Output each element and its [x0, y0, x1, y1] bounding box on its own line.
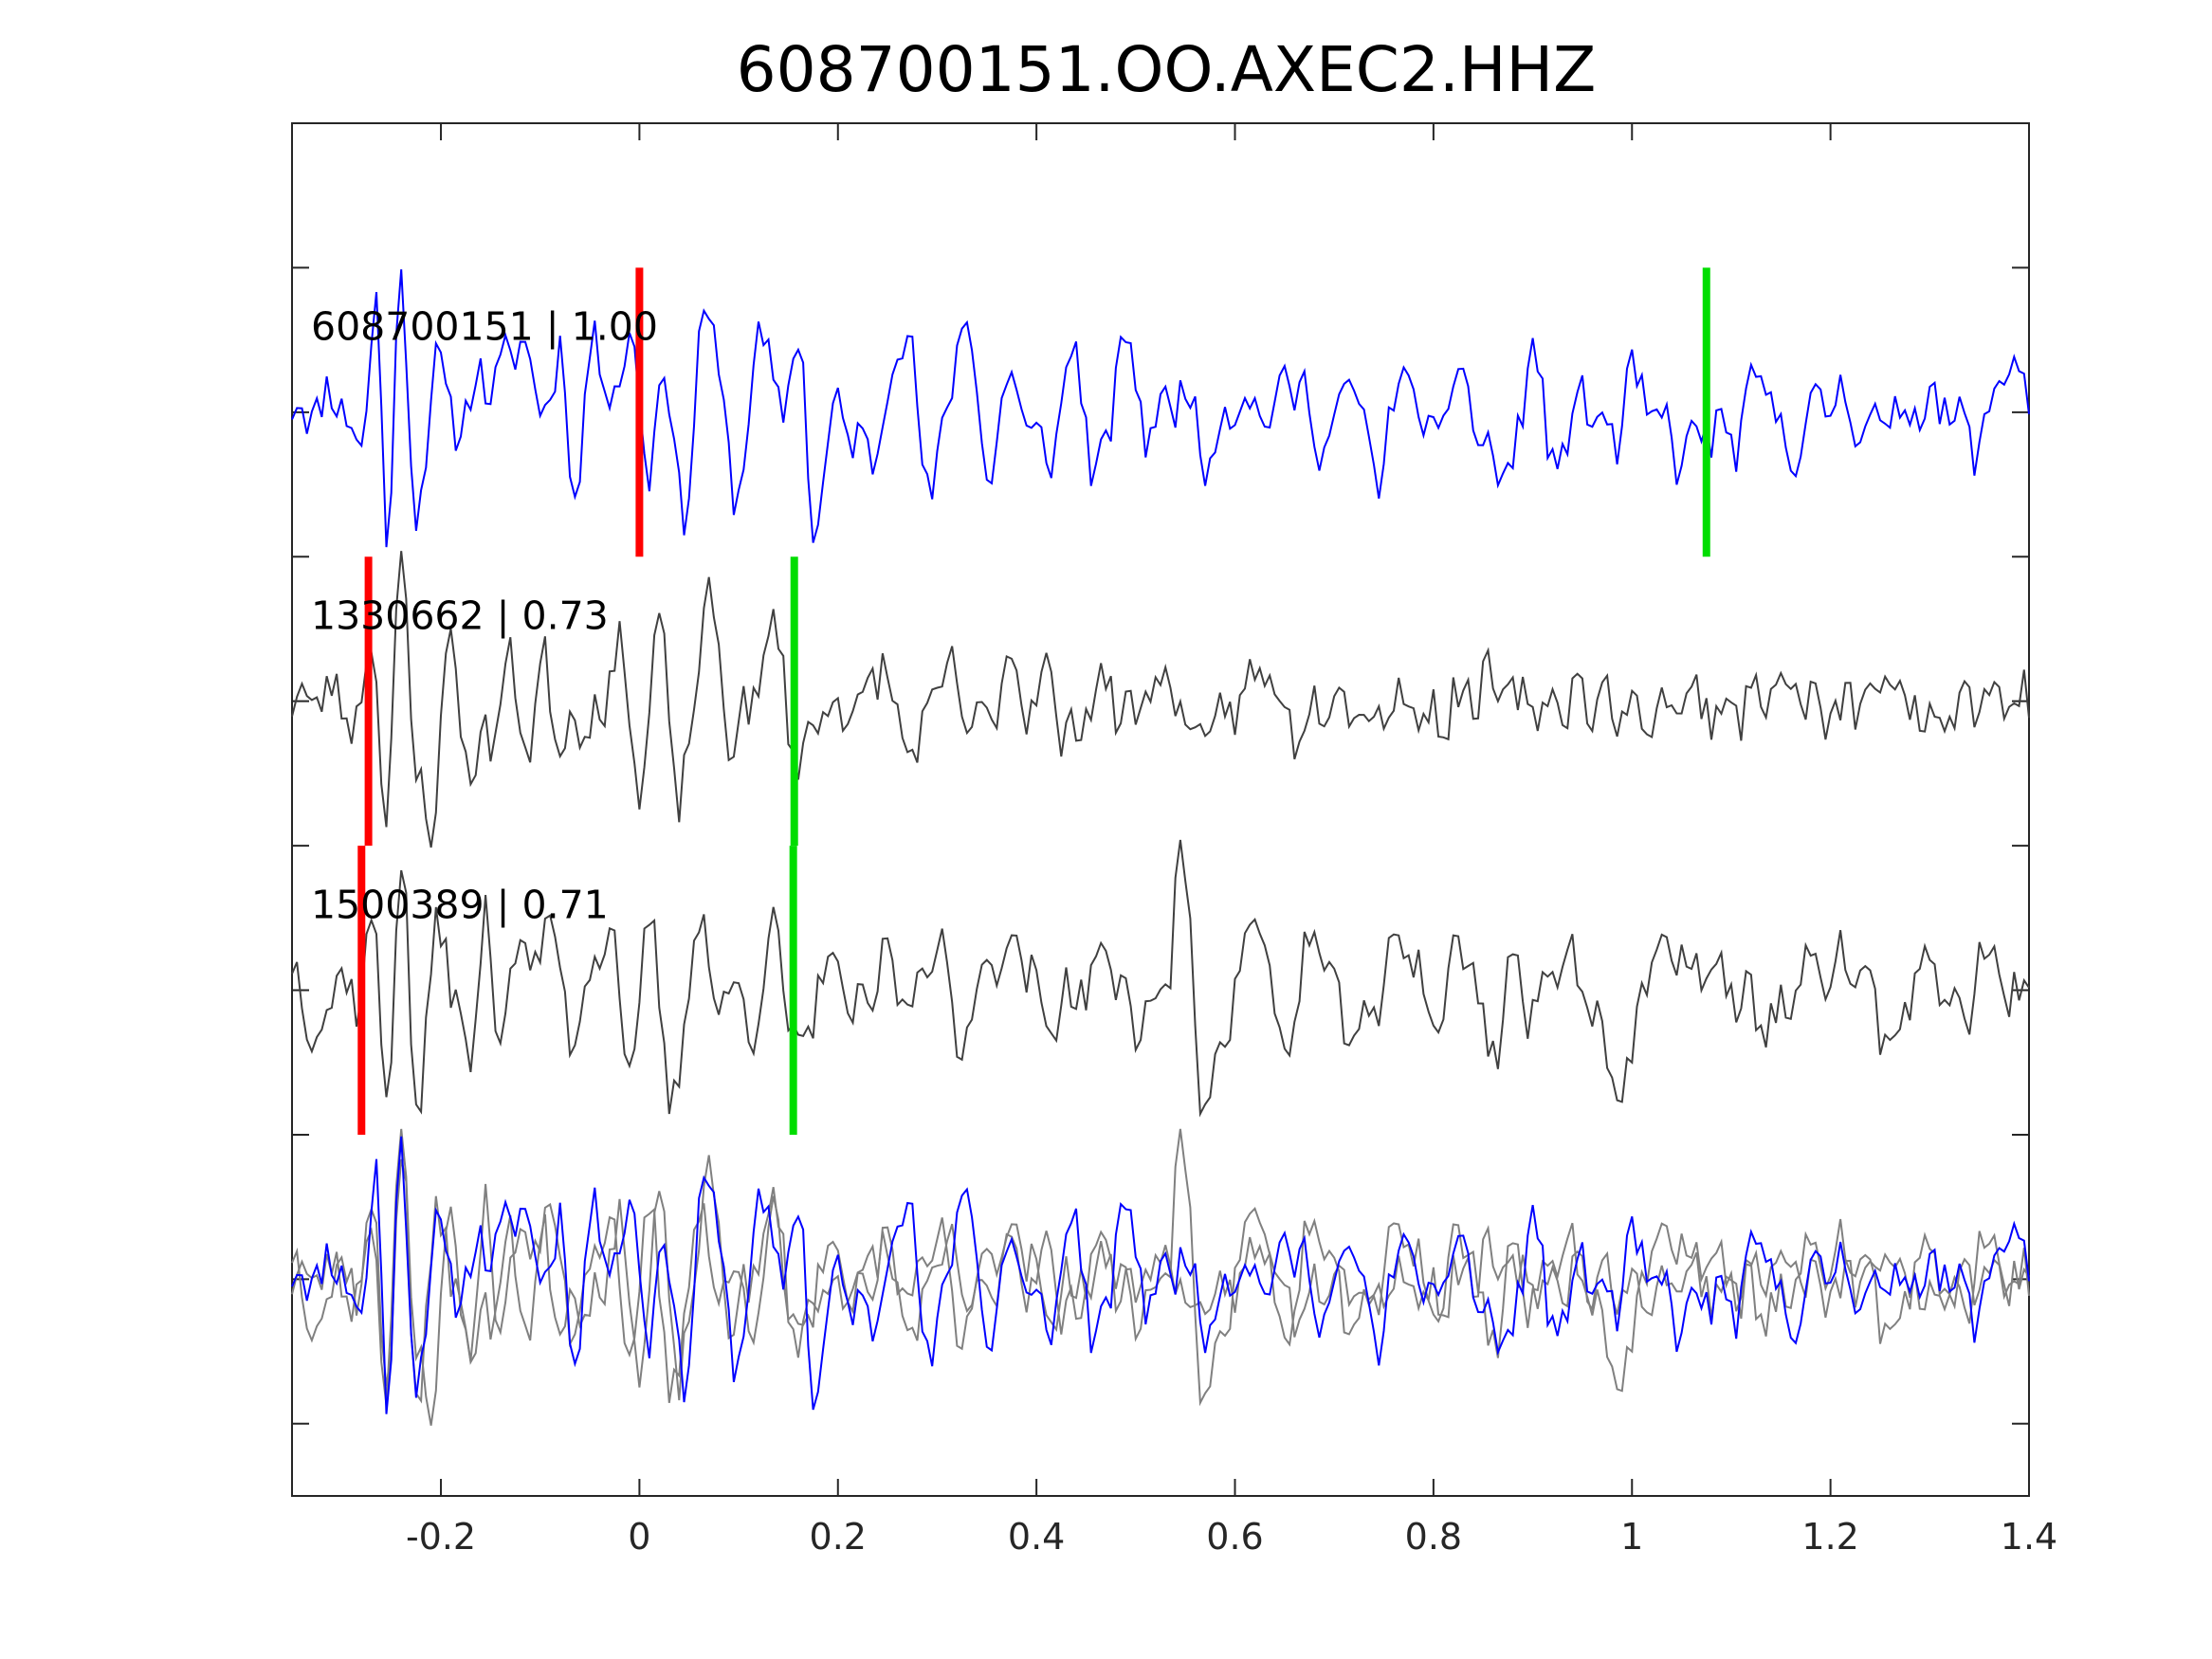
x-tick-label: 1 — [1620, 1516, 1643, 1558]
trace-line — [291, 839, 2030, 1118]
chart-title: 608700151.OO.AXEC2.HHZ — [737, 33, 1597, 106]
trace-label: 1330662 | 0.73 — [311, 592, 609, 638]
axes: -0.2 0 0.2 0.4 0.6 0.8 1 1.2 1.4 — [291, 122, 2057, 1558]
trace-label: 1500389 | 0.71 — [311, 882, 609, 927]
trace-labels: 608700151 | 1.00 1330662 | 0.73 1500389 | … — [311, 304, 658, 928]
x-tick-label: 0.6 — [1206, 1516, 1263, 1558]
trace-group — [291, 269, 2030, 1426]
axes-box — [291, 122, 2030, 1497]
x-tick-label: 0.2 — [810, 1516, 867, 1558]
x-tick-label: 1.2 — [1801, 1516, 1858, 1558]
overlay-trace-line — [291, 1136, 2030, 1414]
x-tick-label: 0 — [628, 1516, 650, 1558]
trace-line — [291, 551, 2030, 848]
x-tick-label: 1.4 — [2001, 1516, 2057, 1558]
x-tick-label: 0.4 — [1008, 1516, 1065, 1558]
x-tick-label: -0.2 — [406, 1516, 476, 1558]
trace-label: 608700151 | 1.00 — [311, 304, 658, 350]
pick-markers — [357, 267, 1710, 1135]
trace-line — [291, 269, 2030, 548]
x-tick-label: 0.8 — [1405, 1516, 1462, 1558]
